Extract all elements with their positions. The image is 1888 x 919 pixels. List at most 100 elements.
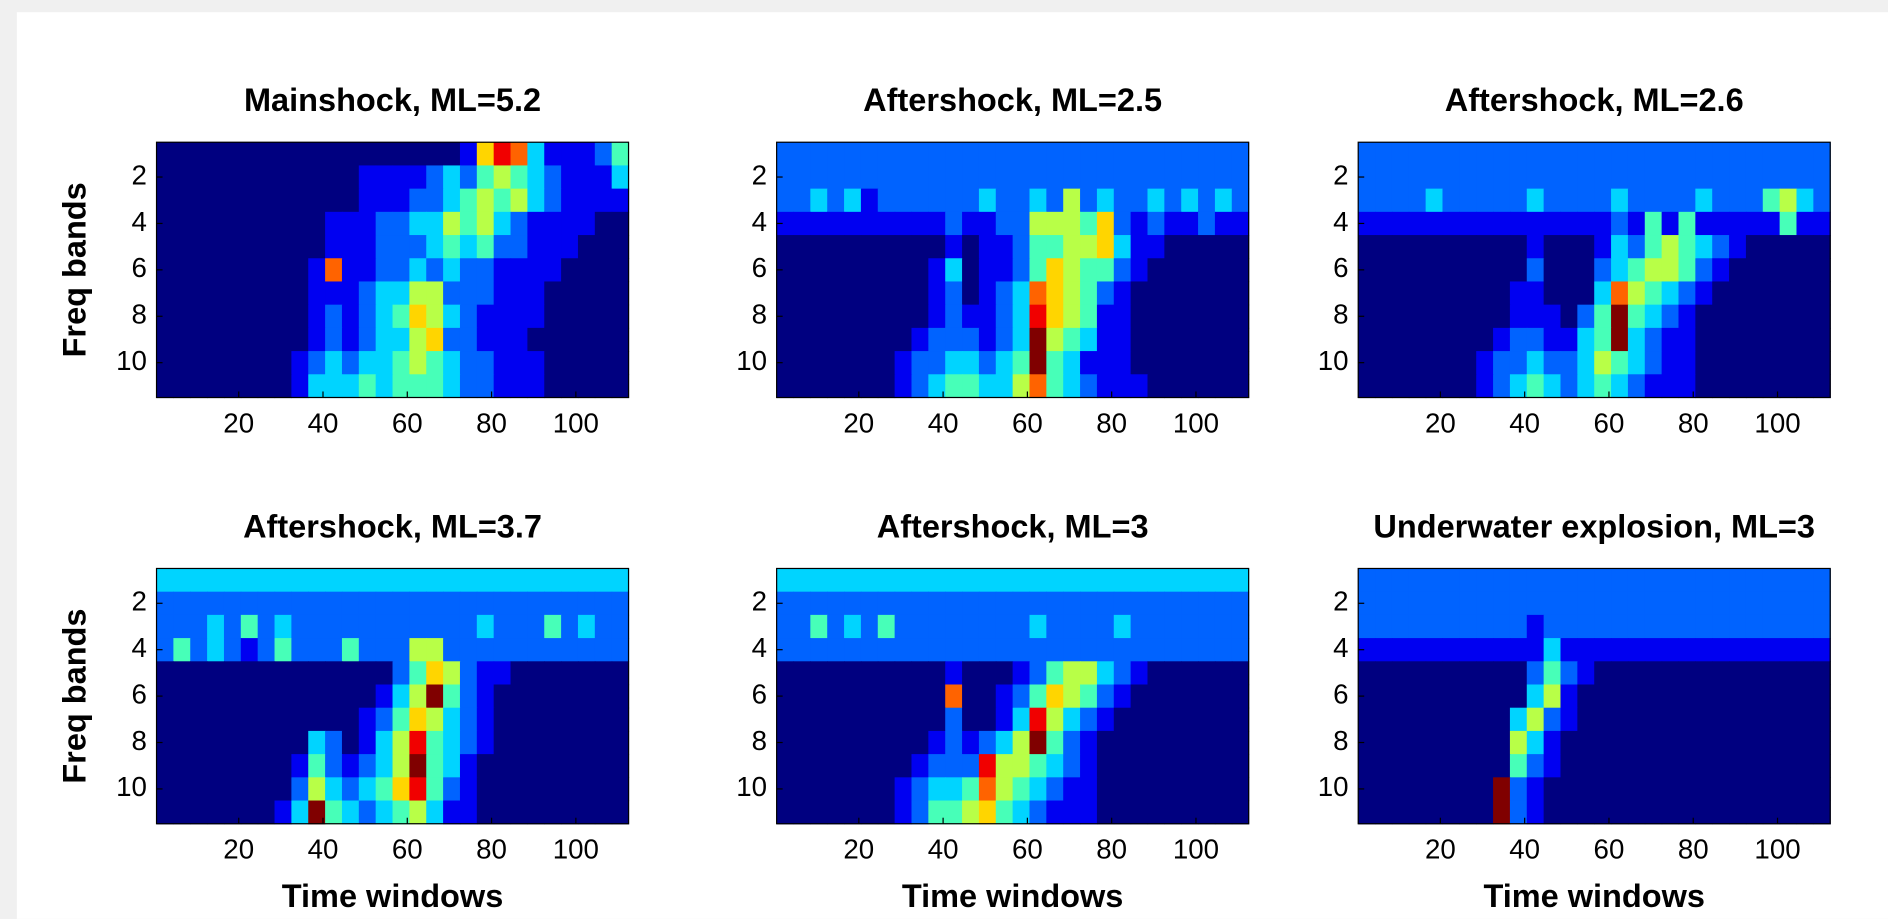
heat-cell bbox=[962, 374, 980, 399]
heat-cell bbox=[1661, 754, 1680, 778]
heat-cell bbox=[1526, 165, 1545, 190]
heat-cell bbox=[240, 374, 259, 399]
heat-cell bbox=[308, 777, 326, 802]
heat-cell bbox=[1425, 304, 1444, 329]
heat-cell bbox=[1509, 351, 1528, 375]
heat-cell bbox=[1745, 638, 1764, 662]
heat-cell bbox=[793, 211, 811, 236]
heat-cell bbox=[995, 800, 1014, 825]
heat-cell bbox=[844, 661, 862, 686]
x-tick-label: 80 bbox=[1678, 834, 1709, 865]
heat-cell bbox=[392, 661, 410, 686]
heat-cell bbox=[476, 800, 495, 825]
heat-cell bbox=[1678, 730, 1696, 755]
heat-cell bbox=[810, 707, 828, 732]
heat-cell bbox=[392, 211, 410, 236]
heat-cell bbox=[827, 351, 845, 375]
heat-cell bbox=[945, 707, 963, 732]
heat-cell bbox=[257, 754, 276, 778]
heat-cell bbox=[1063, 661, 1081, 686]
heat-cell bbox=[1046, 568, 1064, 593]
heat-cell bbox=[860, 730, 879, 755]
heat-cell bbox=[1130, 235, 1149, 259]
heat-cell bbox=[1096, 638, 1115, 662]
heat-cell bbox=[223, 800, 242, 825]
heat-cell bbox=[1476, 304, 1494, 329]
heat-cell bbox=[325, 351, 343, 375]
heat-cell bbox=[325, 614, 343, 639]
heat-cell bbox=[1611, 684, 1629, 709]
heat-cell bbox=[1231, 568, 1250, 593]
heatmap-cells bbox=[156, 568, 630, 825]
heat-cell bbox=[1080, 374, 1098, 399]
heat-cell bbox=[375, 591, 394, 616]
heat-cell bbox=[894, 165, 913, 190]
heat-cell bbox=[358, 614, 377, 639]
heat-cell bbox=[1231, 258, 1250, 283]
heat-cell bbox=[594, 165, 613, 190]
heat-cell bbox=[1712, 235, 1730, 259]
heat-cell bbox=[1611, 281, 1629, 306]
heat-cell bbox=[308, 188, 326, 213]
heat-cell bbox=[793, 374, 811, 399]
heat-cell bbox=[1080, 142, 1098, 167]
heat-cell bbox=[392, 638, 410, 662]
heat-cell bbox=[1577, 327, 1595, 352]
heat-cell bbox=[1063, 235, 1081, 259]
chart-title: Aftershock, ML=2.5 bbox=[863, 82, 1162, 118]
heat-cell bbox=[409, 188, 427, 213]
heat-cell bbox=[1231, 777, 1250, 802]
heat-cell bbox=[1113, 258, 1132, 283]
heat-cell bbox=[995, 638, 1014, 662]
heat-cell bbox=[409, 777, 427, 802]
heat-cell bbox=[1678, 235, 1696, 259]
heat-cell bbox=[1408, 754, 1427, 778]
heat-cell bbox=[1164, 281, 1182, 306]
heat-cell bbox=[1231, 591, 1250, 616]
heat-cell bbox=[978, 754, 997, 778]
heat-cell bbox=[1678, 327, 1696, 352]
heat-cell bbox=[1745, 235, 1764, 259]
heat-cell bbox=[1147, 684, 1165, 709]
heat-cell bbox=[1543, 707, 1562, 732]
heat-cell bbox=[1459, 142, 1477, 167]
heat-cell bbox=[308, 684, 326, 709]
heat-cell bbox=[459, 661, 478, 686]
heat-cell bbox=[1046, 304, 1064, 329]
heat-cell bbox=[877, 327, 896, 352]
heat-cell bbox=[308, 235, 326, 259]
heat-cell bbox=[375, 258, 394, 283]
heat-cell bbox=[240, 568, 259, 593]
heat-cell bbox=[223, 591, 242, 616]
heat-cell bbox=[1029, 661, 1047, 686]
heat-cell bbox=[443, 661, 461, 686]
heat-cell bbox=[1493, 707, 1511, 732]
heat-cell bbox=[1627, 304, 1646, 329]
heat-cell bbox=[1627, 327, 1646, 352]
heat-cell bbox=[978, 638, 997, 662]
heat-cell bbox=[257, 351, 276, 375]
heat-cell bbox=[156, 638, 174, 662]
heat-cell bbox=[1577, 281, 1595, 306]
heat-cell bbox=[257, 142, 276, 167]
heat-cell bbox=[1729, 374, 1747, 399]
heat-cell bbox=[1476, 351, 1494, 375]
heat-cell bbox=[1012, 327, 1031, 352]
heat-cell bbox=[1198, 188, 1216, 213]
heat-cell bbox=[1181, 165, 1199, 190]
heat-cell bbox=[1779, 800, 1798, 825]
heat-cell bbox=[962, 327, 980, 352]
heat-cell bbox=[928, 235, 946, 259]
heat-cell bbox=[493, 707, 512, 732]
heat-cell bbox=[1063, 374, 1081, 399]
heat-cell bbox=[1080, 707, 1098, 732]
heat-cell bbox=[1181, 374, 1199, 399]
heat-cell bbox=[1375, 351, 1393, 375]
heat-cell bbox=[375, 235, 394, 259]
heat-cell bbox=[409, 800, 427, 825]
heat-cell bbox=[561, 568, 579, 593]
heat-cell bbox=[341, 638, 360, 662]
heat-cell bbox=[1096, 211, 1115, 236]
heat-cell bbox=[527, 777, 545, 802]
heat-cell bbox=[426, 754, 444, 778]
